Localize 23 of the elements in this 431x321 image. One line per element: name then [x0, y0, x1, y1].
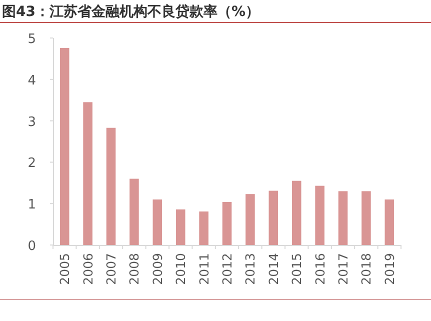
x-tick-label: 2014 — [266, 252, 281, 285]
x-tick-label: 2019 — [382, 252, 397, 285]
x-tick-label: 2015 — [289, 253, 304, 285]
x-tick-label: 2017 — [336, 253, 350, 285]
x-tick-label: 2010 — [173, 252, 188, 285]
x-tick-label: 2018 — [358, 252, 374, 285]
y-tick-label: 0 — [28, 239, 36, 254]
x-tick-label: 2007 — [104, 253, 118, 285]
x-tick-label: 2006 — [80, 252, 96, 285]
x-tick-label: 2011 — [196, 253, 212, 285]
x-tick-label: 2013 — [242, 253, 258, 285]
plot: 0 1 2 3 4 5 2005 2006 2007 2008 2009 2010 2011 2012 2013 2014 2015 2016 2017 2018 2019 — [28, 32, 402, 285]
y-tick-label: 3 — [28, 114, 36, 130]
y-tick-label: 5 — [28, 32, 36, 47]
y-tick-label: 2 — [28, 156, 36, 172]
x-tick-label: 2009 — [150, 252, 165, 285]
y-tick-label: 4 — [28, 73, 36, 88]
x-tick-label: 2012 — [220, 253, 234, 285]
chart-title: 图43：江苏省金融机构不良贷款率（%） — [2, 3, 260, 20]
x-tick-label: 2016 — [312, 252, 328, 285]
x-tick-label: 2005 — [57, 253, 72, 285]
x-tick-label: 2008 — [126, 252, 142, 285]
y-tick-label: 1 — [28, 198, 36, 213]
